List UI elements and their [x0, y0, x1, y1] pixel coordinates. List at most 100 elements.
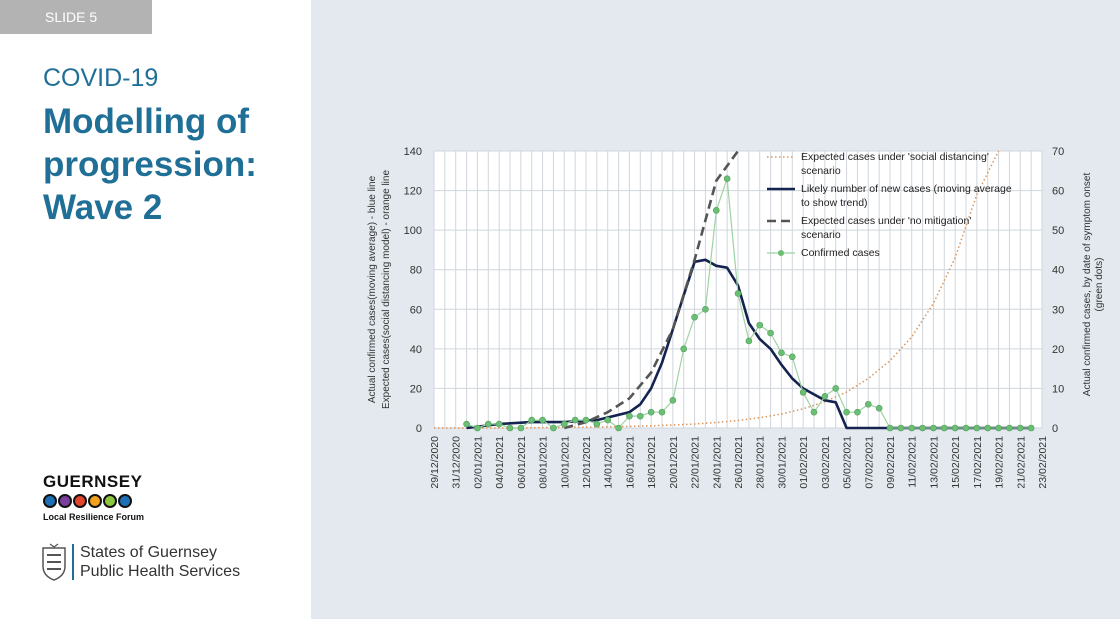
confirmed-case-point — [723, 175, 731, 182]
confirmed-case-point — [560, 420, 568, 428]
y-right-tick-label: 30 — [1052, 304, 1064, 316]
confirmed-case-point — [854, 408, 861, 416]
y-left-tick-label: 40 — [410, 344, 422, 356]
x-tick-label: 19/02/2021 — [994, 436, 1006, 489]
y-right-tick-label: 60 — [1052, 186, 1064, 198]
confirmed-case-point — [821, 393, 829, 400]
confirmed-case-point — [658, 408, 666, 416]
lrf-dot-5 — [118, 494, 132, 508]
x-tick-label: 29/12/2020 — [429, 436, 441, 489]
confirmed-case-point — [875, 404, 883, 412]
sog-line-1: States of Guernsey — [80, 544, 217, 561]
confirmed-case-point — [962, 424, 970, 432]
confirmed-case-point — [680, 345, 688, 353]
x-tick-label: 23/02/2021 — [1037, 436, 1049, 489]
confirmed-case-point — [810, 408, 818, 416]
x-tick-label: 04/01/2021 — [494, 436, 506, 489]
confirmed-case-point — [1027, 424, 1035, 432]
x-tick-label: 11/02/2021 — [907, 436, 919, 488]
confirmed-case-point — [636, 412, 644, 420]
x-tick-label: 12/01/2021 — [581, 436, 593, 489]
series-social-distancing-line — [434, 150, 1000, 429]
x-tick-label: 02/01/2021 — [472, 436, 484, 489]
confirmed-case-point — [691, 313, 698, 321]
confirmed-case-point — [702, 305, 709, 313]
lrf-logo: GUERNSEY Local Resilience Forum — [43, 472, 144, 522]
confirmed-case-point — [995, 424, 1002, 432]
confirmed-case-point — [1016, 424, 1024, 432]
confirmed-case-point — [973, 424, 981, 432]
confirmed-case-point — [1006, 424, 1013, 432]
confirmed-case-point — [582, 416, 590, 424]
confirmed-case-point — [886, 424, 894, 432]
x-tick-label: 06/01/2021 — [516, 436, 528, 489]
x-tick-label: 26/01/2021 — [733, 436, 745, 489]
confirmed-case-point — [832, 385, 840, 392]
x-tick-label: 17/02/2021 — [972, 436, 984, 489]
y-left-tick-label: 80 — [410, 265, 422, 277]
sog-line-2: Public Health Services — [80, 563, 241, 580]
y-right-title-line2: (green dots) — [1094, 258, 1105, 312]
slide-title: Modelling of progression: Wave 2 — [43, 102, 257, 227]
lrf-dot-4 — [103, 494, 117, 508]
x-tick-label: 31/12/2020 — [451, 436, 463, 489]
x-tick-label: 24/01/2021 — [711, 436, 723, 489]
y-left-tick-label: 20 — [410, 383, 422, 395]
y-left-tick-label: 100 — [404, 225, 422, 237]
x-tick-label: 16/01/2021 — [624, 436, 636, 489]
legend-swatch-confirmed-dot — [778, 250, 784, 256]
x-tick-label: 18/01/2021 — [646, 436, 658, 489]
x-tick-label: 08/01/2021 — [538, 436, 550, 489]
confirmed-case-point — [495, 420, 503, 428]
sog-text: States of Guernsey Public Health Service… — [80, 543, 240, 581]
confirmed-case-point — [474, 424, 481, 432]
confirmed-case-point — [626, 412, 633, 420]
y-left-tick-label: 0 — [416, 423, 422, 435]
y-right-title-line1: Actual confirmed cases, by date of sympt… — [1082, 173, 1093, 397]
legend-label-cont: to show trend) — [801, 197, 868, 209]
confirmed-case-point — [517, 424, 525, 432]
y-right-tick-label: 70 — [1052, 146, 1064, 158]
x-tick-label: 01/02/2021 — [798, 436, 810, 489]
x-tick-label: 07/02/2021 — [863, 436, 875, 489]
x-tick-label: 10/01/2021 — [559, 436, 571, 489]
confirmed-case-point — [571, 416, 579, 424]
legend-label: Likely number of new cases (moving avera… — [801, 183, 1012, 195]
lrf-logo-subtitle: Local Resilience Forum — [43, 512, 145, 522]
lrf-dot-1 — [58, 494, 72, 508]
x-tick-label: 20/01/2021 — [668, 436, 680, 489]
confirmed-case-point — [539, 416, 546, 424]
confirmed-case-point — [506, 424, 514, 432]
confirmed-case-point — [984, 424, 992, 432]
legend-label-cont: scenario — [801, 165, 841, 177]
x-tick-label: 09/02/2021 — [885, 436, 897, 489]
crest-icon — [42, 543, 66, 581]
confirmed-case-point — [756, 321, 764, 329]
confirmed-case-point — [463, 420, 470, 428]
y-right-tick-label: 50 — [1052, 225, 1064, 237]
confirmed-case-point — [550, 424, 557, 432]
series-moving-average-line — [466, 258, 1032, 430]
y-right-tick-label: 10 — [1052, 383, 1064, 395]
y-left-tick-label: 140 — [404, 146, 422, 158]
x-tick-label: 13/02/2021 — [928, 436, 940, 489]
confirmed-case-point — [843, 408, 850, 416]
confirmed-case-point — [647, 408, 655, 416]
y-left-tick-label: 120 — [404, 186, 422, 198]
legend-label: Expected cases under 'social distancing' — [801, 151, 989, 163]
confirmed-case-point — [593, 420, 601, 428]
lrf-logo-name: GUERNSEY — [43, 472, 143, 491]
confirmed-case-point — [788, 353, 796, 361]
confirmed-case-point — [734, 290, 742, 297]
slide-number-tag: SLIDE 5 — [0, 0, 152, 34]
confirmed-case-point — [712, 207, 720, 214]
confirmed-case-point — [604, 416, 612, 424]
x-tick-label: 05/02/2021 — [842, 436, 854, 489]
x-tick-label: 15/02/2021 — [950, 436, 962, 489]
lrf-dot-2 — [73, 494, 87, 508]
confirmed-case-point — [799, 389, 807, 396]
legend-label: Confirmed cases — [801, 247, 880, 259]
logo-divider — [72, 544, 74, 580]
confirmed-case-point — [864, 400, 872, 408]
chart-panel: 0 20 40 60 80 100 120 140 0 10 20 30 40 50 60 70 29/12/2… — [311, 0, 1120, 619]
